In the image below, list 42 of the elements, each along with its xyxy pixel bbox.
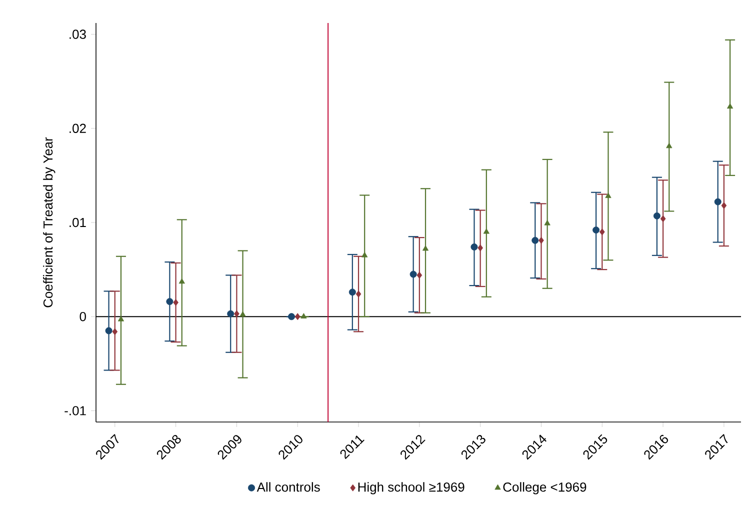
point [470, 243, 478, 250]
point [240, 311, 246, 317]
y-axis-title: Coefficient of Treated by Year [43, 137, 56, 308]
point [105, 327, 112, 334]
point [416, 272, 422, 279]
point [599, 228, 605, 236]
point [532, 236, 539, 244]
y-tick-label: -.01 [64, 406, 86, 416]
y-tick-label: 0 [80, 312, 86, 322]
legend-label: All controls [256, 482, 320, 492]
point [483, 228, 490, 234]
point [362, 252, 368, 258]
point [653, 212, 660, 220]
point [348, 288, 356, 296]
point [726, 103, 734, 109]
point [714, 198, 722, 206]
legend-label: College <1969 [503, 482, 586, 494]
point [178, 278, 185, 284]
y-tick-label: .02 [70, 124, 86, 133]
y-tick-label: .01 [70, 218, 86, 228]
point [422, 245, 429, 251]
point [721, 202, 727, 210]
point [112, 328, 118, 336]
y-tick-label: .03 [70, 30, 86, 39]
point [166, 298, 174, 306]
point [356, 290, 362, 298]
point [592, 226, 600, 234]
point [410, 270, 417, 278]
point [173, 298, 178, 306]
point [666, 142, 672, 148]
point [544, 220, 550, 226]
point [288, 313, 296, 320]
point [118, 316, 124, 322]
point [538, 236, 544, 244]
point [478, 244, 483, 252]
point [227, 310, 234, 318]
point [300, 313, 307, 318]
point [660, 215, 666, 222]
point [294, 313, 300, 320]
legend-label: High school ≥1969 [358, 482, 464, 494]
point [605, 192, 612, 198]
point [234, 310, 240, 318]
